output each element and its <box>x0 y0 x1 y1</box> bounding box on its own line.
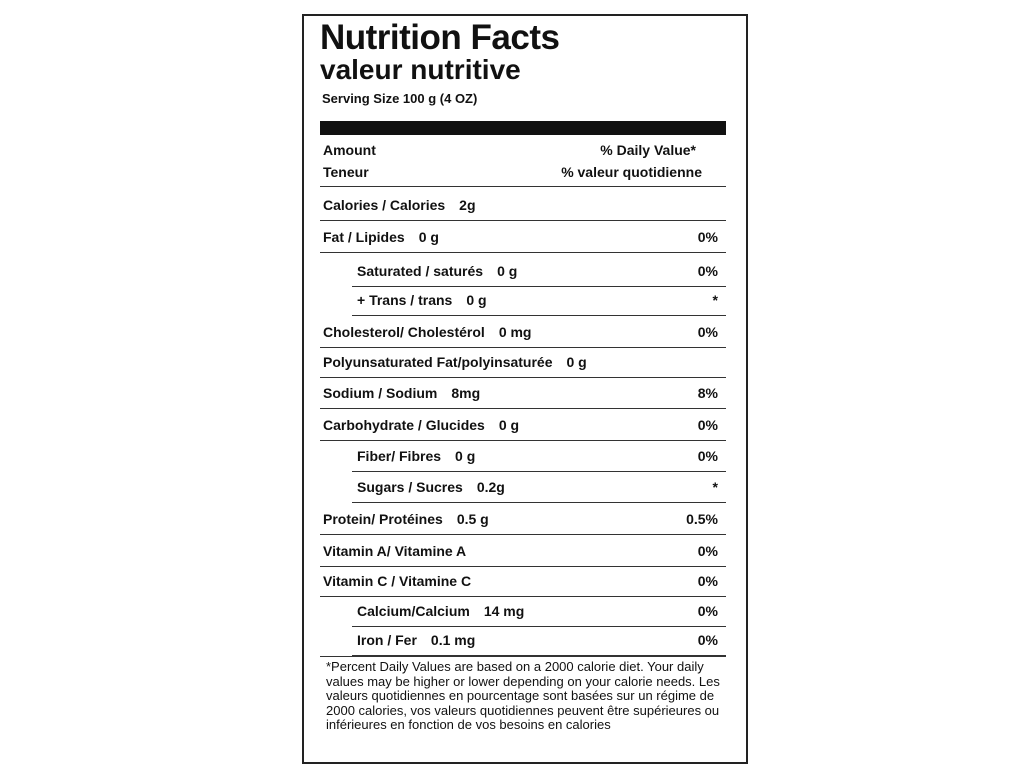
nutrient-amount: 0 g <box>498 417 520 433</box>
nutrient-amount: 8mg <box>451 385 481 401</box>
footnote: *Percent Daily Values are based on a 200… <box>326 659 720 732</box>
daily-value: 0% <box>697 229 718 245</box>
nutrient-name: Sugars / Sucres <box>357 479 463 495</box>
daily-value: 0% <box>697 324 718 340</box>
nutrient-name: Saturated / saturés <box>357 263 484 279</box>
nutrient-amount: 0 g <box>466 292 487 308</box>
daily-value: 0% <box>697 448 718 464</box>
nutrient-name: Vitamin A/ Vitamine A <box>323 543 467 559</box>
daily-value: 0% <box>697 263 718 279</box>
daily-value: 0% <box>697 603 718 619</box>
nutrient-name: Carbohydrate / Glucides <box>323 417 485 433</box>
thick-rule <box>320 121 726 135</box>
row-label: + Trans / trans 0 g <box>357 292 487 308</box>
daily-value: 0% <box>697 417 718 433</box>
header-dv-fr: % valeur quotidienne <box>561 164 702 180</box>
row-label: Cholesterol/ Cholestérol 0 mg <box>323 324 532 340</box>
rule <box>352 286 726 287</box>
rule <box>352 502 726 503</box>
nutrient-name: Sodium / Sodium <box>323 385 438 401</box>
row-label: Sodium / Sodium 8mg <box>323 385 480 401</box>
nutrient-name: Fiber/ Fibres <box>357 448 442 464</box>
rule <box>320 566 726 567</box>
row-label: Iron / Fer 0.1 mg <box>357 632 475 648</box>
nutrient-amount: 0 mg <box>498 324 532 340</box>
rule <box>352 626 726 627</box>
rule <box>320 186 726 187</box>
header-dv: % Daily Value* <box>600 142 696 158</box>
rule <box>320 408 726 409</box>
daily-value: 0% <box>697 573 718 589</box>
header-amount-fr: Teneur <box>323 164 369 180</box>
row-label: Protein/ Protéines 0.5 g <box>323 511 489 527</box>
row-label: Calories / Calories 2g <box>323 197 476 213</box>
rule <box>320 220 726 221</box>
nutrient-amount: 0.1 mg <box>430 632 476 648</box>
serving-size: Serving Size 100 g (4 OZ) <box>322 91 478 106</box>
nutrient-name: Polyunsaturated Fat/polyinsaturée <box>323 354 553 370</box>
row-label: Calcium/Calcium 14 mg <box>357 603 524 619</box>
subtitle: valeur nutritive <box>320 54 521 85</box>
nutrient-amount: 0.5 g <box>456 511 489 527</box>
nutrient-amount: 0.2g <box>476 479 505 495</box>
row-label: Fat / Lipides 0 g <box>323 229 439 245</box>
label-border <box>302 14 748 764</box>
title: Nutrition Facts <box>320 18 560 57</box>
nutrient-name: Cholesterol/ Cholestérol <box>323 324 485 340</box>
nutrient-name: Calories / Calories <box>323 197 446 213</box>
rule <box>320 534 726 535</box>
nutrient-amount: 0 g <box>455 448 476 464</box>
rule <box>320 440 726 441</box>
rule <box>320 347 726 348</box>
rule <box>320 596 726 597</box>
header-amount: Amount <box>323 142 376 158</box>
rule <box>320 377 726 378</box>
nutrient-name: Protein/ Protéines <box>323 511 443 527</box>
nutrient-amount: 0 g <box>566 354 587 370</box>
row-label: Vitamin C / Vitamine C <box>323 573 471 589</box>
rule <box>352 655 726 656</box>
nutrient-name: + Trans / trans <box>357 292 453 308</box>
nutrient-amount: 14 mg <box>483 603 525 619</box>
nutrient-amount: 2g <box>459 197 476 213</box>
nutrient-name: Vitamin C / Vitamine C <box>323 573 472 589</box>
nutrient-name: Iron / Fer <box>357 632 417 648</box>
daily-value: 0% <box>697 632 718 648</box>
daily-value: 0.5% <box>686 511 718 527</box>
nutrient-amount: 0 g <box>497 263 518 279</box>
row-label: Vitamin A/ Vitamine A <box>323 543 466 559</box>
nutrient-name: Fat / Lipides <box>323 229 405 245</box>
row-label: Fiber/ Fibres 0 g <box>357 448 475 464</box>
row-label: Sugars / Sucres 0.2g <box>357 479 505 495</box>
row-label: Carbohydrate / Glucides 0 g <box>323 417 519 433</box>
daily-value: 0% <box>697 543 718 559</box>
daily-value: 8% <box>697 385 718 401</box>
rule <box>352 471 726 472</box>
nutrient-name: Calcium/Calcium <box>357 603 470 619</box>
rule <box>320 252 726 253</box>
nutrient-amount: 0 g <box>418 229 439 245</box>
rule <box>320 656 726 657</box>
rule <box>352 315 726 316</box>
daily-value: * <box>712 292 718 308</box>
row-label: Polyunsaturated Fat/polyinsaturée 0 g <box>323 354 587 370</box>
row-label: Saturated / saturés 0 g <box>357 263 517 279</box>
daily-value: * <box>712 479 718 495</box>
